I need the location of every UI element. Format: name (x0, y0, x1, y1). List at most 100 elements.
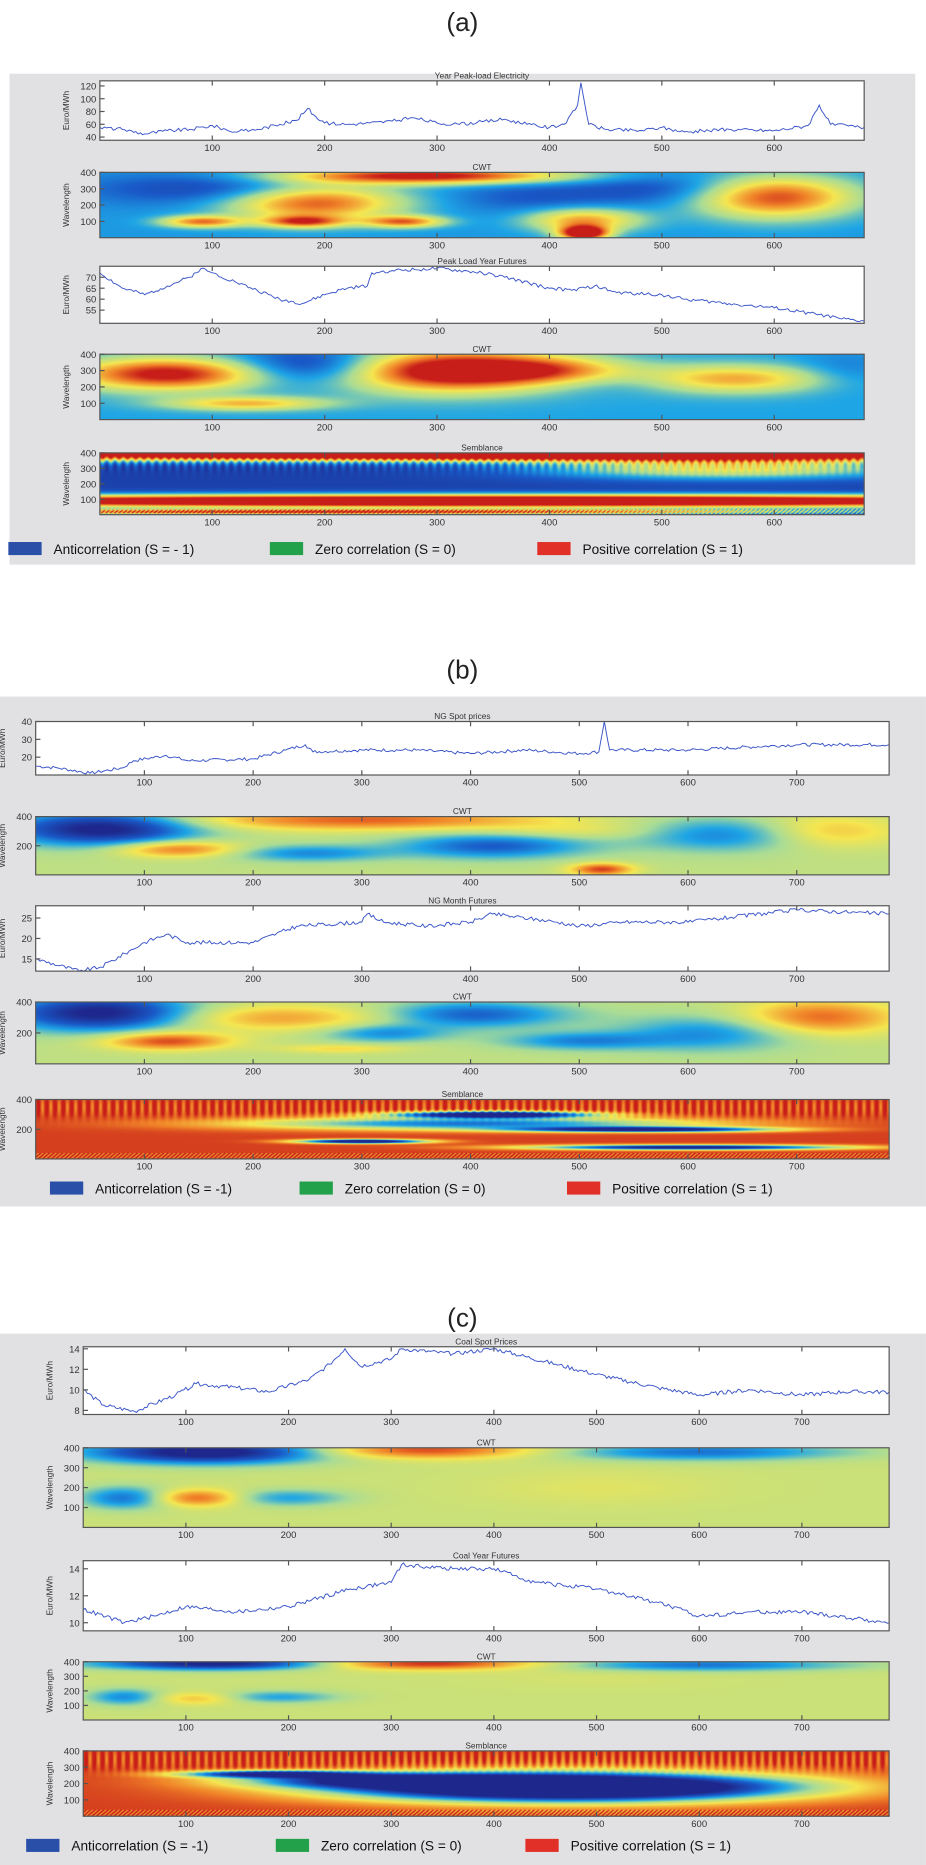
x-tick-label: 400 (486, 1634, 502, 1645)
series-line (83, 1562, 890, 1625)
x-tick-label: 300 (429, 143, 445, 154)
x-tick-label: 400 (486, 1723, 502, 1734)
y-tick-label: 30 (22, 735, 33, 746)
x-tick-label: 100 (136, 1162, 152, 1173)
subplot-title: Semblance (465, 1741, 507, 1751)
subplot-title: CWT (473, 162, 492, 172)
legend-label: Positive correlation (S = 1) (571, 1839, 732, 1854)
x-tick-label: 200 (245, 974, 261, 985)
cwt-heatmap (83, 1447, 890, 1528)
x-tick-label: 700 (789, 878, 805, 889)
y-tick-label: 200 (64, 1686, 80, 1697)
x-tick-label: 200 (281, 1723, 297, 1734)
semblance-heatmap (83, 1750, 890, 1817)
y-tick-label: 80 (86, 107, 97, 118)
x-tick-label: 700 (794, 1634, 810, 1645)
y-tick-label: 400 (16, 998, 32, 1009)
subplot-heatmap: CWT Wavelength 100 200 300 400 100 200 300 400 500… (61, 344, 865, 433)
panel-label: (c) (447, 1303, 477, 1333)
series-line (35, 907, 890, 972)
legend-label: Zero correlation (S = 0) (321, 1839, 462, 1854)
x-tick-label: 200 (317, 326, 333, 337)
x-tick-label: 500 (571, 974, 587, 985)
subplot-title: CWT (453, 992, 472, 1002)
y-axis-label: Wavelength (44, 1669, 54, 1713)
x-tick-label: 100 (204, 143, 220, 154)
y-tick-label: 200 (64, 1483, 80, 1494)
y-tick-label: 100 (64, 1701, 80, 1712)
x-tick-label: 500 (589, 1723, 605, 1734)
x-tick-label: 100 (136, 1067, 152, 1078)
x-tick-label: 600 (680, 1162, 696, 1173)
y-tick-label: 100 (64, 1503, 80, 1514)
y-tick-label: 60 (86, 120, 97, 131)
cwt-heatmap (35, 816, 890, 875)
subplot-title: CWT (473, 344, 492, 354)
x-tick-label: 100 (204, 240, 220, 251)
x-tick-label: 300 (429, 422, 445, 433)
x-tick-label: 700 (794, 1530, 810, 1541)
x-tick-label: 400 (542, 240, 558, 251)
x-tick-label: 100 (178, 1530, 194, 1541)
x-tick-label: 600 (766, 517, 782, 528)
x-tick-label: 100 (178, 1417, 194, 1428)
cwt-heatmap (99, 354, 865, 420)
y-tick-label: 12 (69, 1365, 80, 1376)
y-axis-label: Wavelength (61, 183, 71, 227)
x-tick-label: 300 (383, 1634, 399, 1645)
y-tick-label: 200 (80, 382, 96, 393)
x-tick-label: 600 (766, 422, 782, 433)
x-tick-label: 100 (136, 974, 152, 985)
legend-label: Anticorrelation (S = - 1) (54, 542, 195, 557)
subplot-heatmap: CWT Wavelength 100 200 300 400 100 200 300 400 500… (44, 1437, 890, 1541)
x-tick-label: 200 (281, 1819, 297, 1830)
x-tick-label: 200 (317, 517, 333, 528)
x-tick-label: 100 (178, 1634, 194, 1645)
plot-area (35, 905, 890, 972)
y-tick-label: 100 (80, 94, 96, 105)
x-tick-label: 500 (589, 1819, 605, 1830)
x-tick-label: 600 (680, 778, 696, 789)
x-tick-label: 500 (571, 1162, 587, 1173)
x-tick-label: 500 (589, 1417, 605, 1428)
x-tick-label: 500 (654, 517, 670, 528)
legend-swatch (49, 1181, 84, 1195)
plot-frame (99, 80, 865, 141)
subplot-heatmap: Semblance Wavelength 100 200 300 400 100 200 300… (61, 443, 865, 528)
y-tick-label: 300 (80, 464, 96, 475)
x-tick-label: 600 (691, 1723, 707, 1734)
x-tick-label: 300 (354, 778, 370, 789)
y-tick-label: 300 (64, 1463, 80, 1474)
y-tick-label: 200 (16, 841, 32, 852)
x-tick-label: 600 (680, 974, 696, 985)
legend-swatch (269, 542, 304, 556)
y-tick-label: 20 (22, 753, 33, 764)
x-tick-label: 600 (691, 1530, 707, 1541)
y-tick-label: 10 (69, 1385, 80, 1396)
y-tick-label: 400 (80, 168, 96, 179)
series-line (83, 1347, 890, 1413)
x-tick-label: 300 (383, 1417, 399, 1428)
x-tick-label: 700 (789, 974, 805, 985)
y-axis-label: Euro/MWh (0, 728, 7, 768)
y-tick-label: 55 (86, 306, 97, 317)
plot-area (99, 266, 865, 324)
y-tick-label: 300 (64, 1763, 80, 1774)
subplot-line: Year Peak-load Electricity Euro/MWh 40 60 80… (61, 70, 865, 154)
subplot-title: Peak Load Year Futures (437, 256, 526, 266)
x-tick-label: 100 (136, 778, 152, 789)
y-tick-label: 400 (64, 1443, 80, 1454)
x-tick-label: 100 (204, 422, 220, 433)
cwt-heatmap (83, 1661, 890, 1720)
x-tick-label: 300 (429, 240, 445, 251)
x-tick-label: 400 (463, 1067, 479, 1078)
x-tick-label: 300 (383, 1530, 399, 1541)
y-tick-label: 70 (86, 273, 97, 284)
x-tick-label: 300 (354, 1162, 370, 1173)
y-axis-label: Wavelength (44, 1761, 54, 1805)
x-tick-label: 500 (589, 1530, 605, 1541)
subplot-title: NG Spot prices (434, 711, 490, 721)
y-tick-label: 40 (86, 133, 97, 144)
x-tick-label: 300 (354, 878, 370, 889)
cwt-heatmap (35, 1002, 890, 1064)
